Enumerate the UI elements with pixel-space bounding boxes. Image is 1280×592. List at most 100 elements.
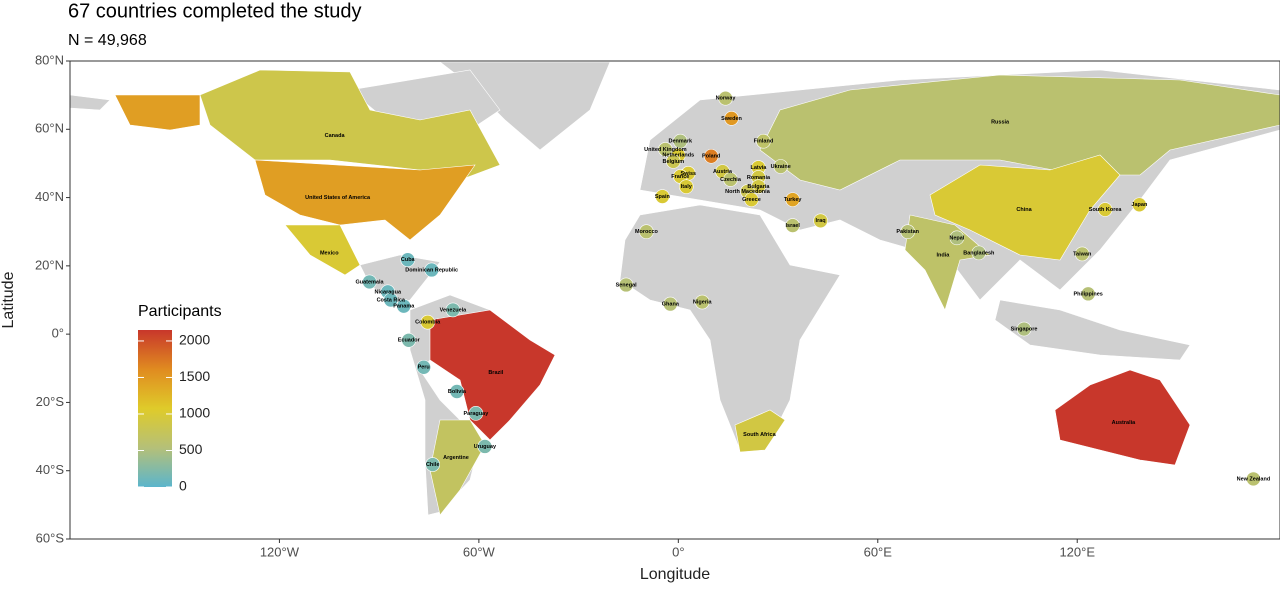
country-marker bbox=[1132, 197, 1147, 213]
country-marker bbox=[658, 142, 673, 157]
country-label: Finland bbox=[754, 139, 774, 145]
country-shape bbox=[929, 154, 1121, 261]
country-label: Guatemala bbox=[355, 279, 384, 285]
country-label: Peru bbox=[418, 365, 430, 371]
country-marker bbox=[949, 230, 965, 246]
land-shape bbox=[994, 299, 1191, 361]
country-marker bbox=[785, 192, 800, 207]
country-label: Denmark bbox=[669, 139, 693, 145]
country-label: Bolivia bbox=[448, 389, 467, 395]
land-shape bbox=[69, 94, 111, 111]
country-marker bbox=[723, 172, 738, 187]
country-marker bbox=[477, 439, 493, 454]
y-axis-label: Latitude bbox=[0, 271, 17, 328]
country-marker bbox=[773, 159, 789, 174]
country-label: Norway bbox=[716, 96, 737, 102]
country-label: Nepal bbox=[949, 235, 964, 241]
country-marker bbox=[756, 133, 771, 149]
land-shape bbox=[619, 204, 841, 451]
country-label: France bbox=[671, 174, 689, 180]
country-label: Belgium bbox=[662, 159, 684, 165]
y-tick-label: 40°S bbox=[36, 462, 65, 477]
plot-frame bbox=[69, 60, 1280, 540]
country-label: Colombia bbox=[415, 320, 441, 326]
country-label: South Korea bbox=[1089, 207, 1123, 213]
x-tick-label: 120°E bbox=[1059, 544, 1095, 559]
country-marker bbox=[694, 294, 710, 310]
country-marker bbox=[1074, 246, 1090, 262]
country-label: Ukraine bbox=[771, 164, 791, 170]
colorbar-label: 500 bbox=[179, 441, 203, 457]
legend-title: Participants bbox=[138, 303, 222, 320]
country-label: Philippines bbox=[1074, 291, 1103, 297]
country-marker bbox=[900, 224, 915, 240]
country-label: Swiss bbox=[680, 171, 696, 177]
country-shape bbox=[284, 224, 361, 276]
country-label: Singapore bbox=[1011, 326, 1038, 332]
country-label: India bbox=[937, 252, 951, 258]
country-label: Canada bbox=[325, 133, 346, 139]
country-label: Poland bbox=[702, 154, 720, 160]
country-marker bbox=[362, 274, 377, 290]
country-label: United Kingdom bbox=[644, 147, 687, 153]
country-marker bbox=[666, 154, 681, 169]
country-shape bbox=[759, 74, 1280, 191]
country-marker bbox=[639, 224, 654, 240]
country-label: Nicaragua bbox=[374, 289, 402, 295]
country-label: Italy bbox=[681, 184, 693, 190]
country-marker bbox=[445, 302, 461, 318]
country-label: Spain bbox=[655, 194, 671, 200]
country-marker bbox=[744, 192, 759, 207]
country-label: New Zealand bbox=[1237, 476, 1271, 482]
country-label: Senegal bbox=[616, 282, 638, 288]
country-label: North Macedonia bbox=[725, 189, 771, 195]
x-tick-label: 60°W bbox=[463, 544, 496, 559]
country-marker bbox=[468, 406, 484, 421]
country-label: Nigeria bbox=[693, 300, 713, 306]
country-label: South Africa bbox=[743, 432, 776, 438]
colorbar-label: 0 bbox=[179, 478, 187, 494]
y-tick-label: 60°N bbox=[35, 121, 64, 136]
country-marker bbox=[420, 314, 435, 330]
y-tick-label: 0° bbox=[52, 326, 64, 341]
country-marker bbox=[396, 298, 412, 314]
country-label: Greece bbox=[742, 197, 761, 203]
country-marker bbox=[655, 189, 670, 204]
country-label: Costa Rica bbox=[377, 297, 406, 303]
country-label: Chile bbox=[426, 462, 439, 468]
country-marker bbox=[1016, 321, 1032, 337]
x-tick-label: 60°E bbox=[864, 544, 893, 559]
country-label: Austria bbox=[713, 169, 733, 175]
country-label: Panama bbox=[393, 304, 415, 310]
country-label: Dominican Republic bbox=[405, 267, 458, 273]
countries bbox=[114, 69, 1280, 516]
country-label: Bangladesh bbox=[963, 250, 995, 256]
country-label: China bbox=[1016, 207, 1032, 213]
country-label: United States of America bbox=[305, 195, 371, 201]
country-label: Ecuador bbox=[398, 338, 421, 344]
colorbar-label: 2000 bbox=[179, 332, 210, 348]
country-marker bbox=[703, 148, 719, 164]
subtitle: N = 49,968 bbox=[68, 32, 147, 49]
country-marker bbox=[785, 218, 800, 233]
country-marker bbox=[679, 179, 694, 194]
y-tick-label: 20°N bbox=[35, 257, 64, 272]
country-shape bbox=[1054, 369, 1191, 466]
x-tick-label: 120°W bbox=[260, 544, 300, 559]
country-marker bbox=[1246, 471, 1261, 487]
country-label: Israel bbox=[785, 223, 800, 229]
country-label: Japan bbox=[1131, 202, 1148, 208]
country-marker bbox=[724, 111, 739, 126]
country-label: Latvia bbox=[750, 165, 767, 171]
country-marker bbox=[424, 262, 439, 278]
country-marker bbox=[416, 359, 431, 375]
country-marker bbox=[663, 296, 678, 312]
country-label: Brazil bbox=[488, 370, 503, 376]
country-label: Czechia bbox=[720, 177, 742, 183]
country-marker bbox=[1097, 202, 1113, 217]
country-shape bbox=[254, 159, 476, 241]
country-marker bbox=[813, 213, 828, 229]
country-shape bbox=[114, 94, 201, 131]
country-label: Mexico bbox=[320, 250, 339, 256]
